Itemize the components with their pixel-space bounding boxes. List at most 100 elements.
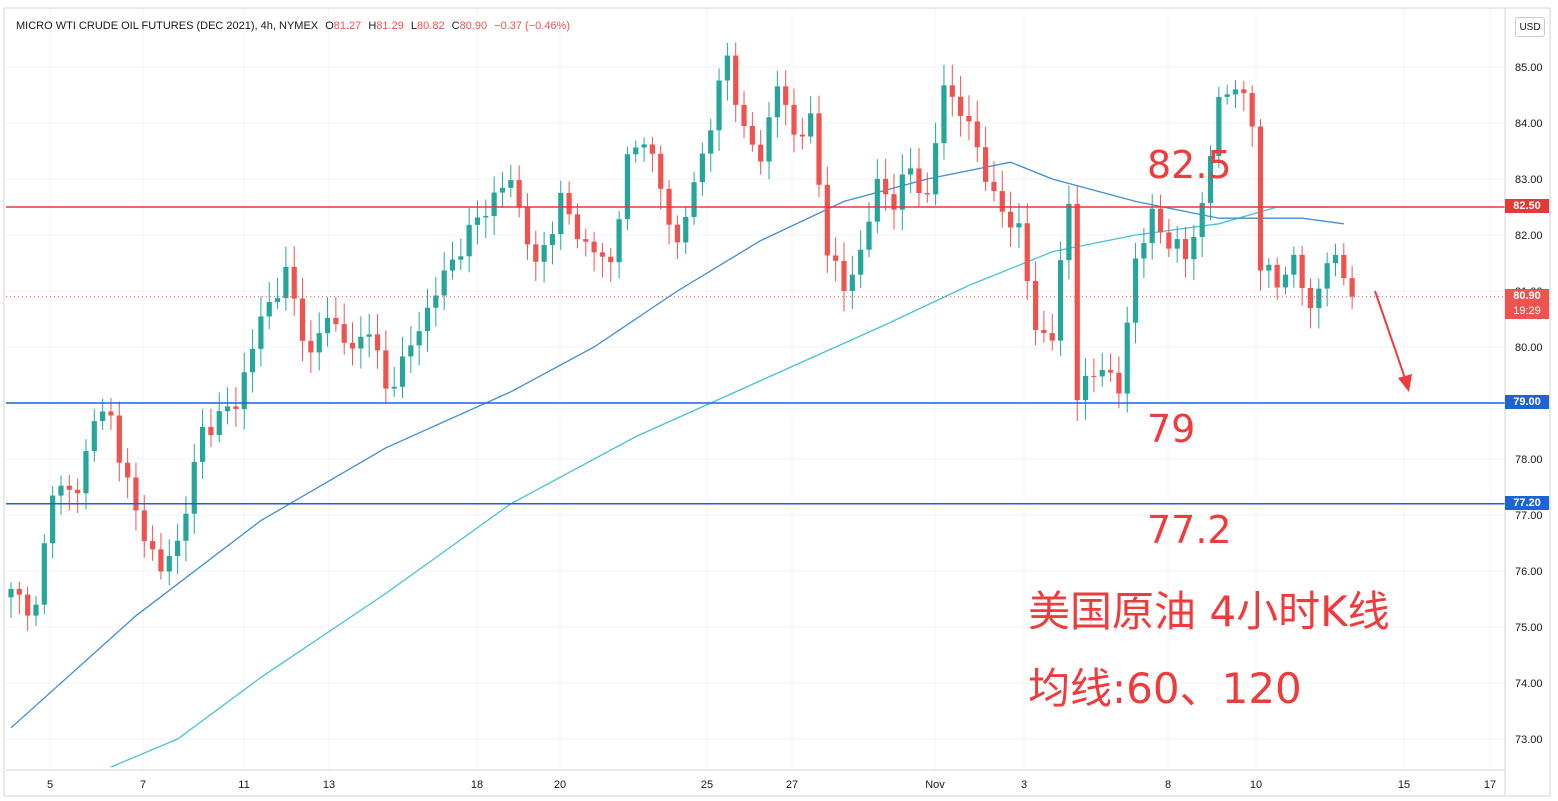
bar-countdown: 19:29 [1513, 305, 1541, 317]
chart-border [3, 7, 1551, 797]
candle-body [983, 147, 989, 182]
candle-body [958, 96, 964, 116]
candle-body [458, 256, 464, 260]
candle-body [558, 192, 564, 235]
candle-body [1241, 89, 1247, 94]
y-tick-label: 73.00 [1515, 734, 1543, 746]
change-value: −0.37 (−0.46%) [494, 20, 571, 32]
candle-body [441, 270, 447, 296]
candle-body [316, 333, 322, 353]
candle-body [41, 543, 47, 605]
candle-body [216, 411, 222, 436]
candle-body [1324, 263, 1330, 289]
candle-body [1057, 260, 1064, 341]
candle-body [791, 104, 797, 135]
y-tick-label: 76.00 [1515, 566, 1543, 578]
candle-body [874, 178, 880, 222]
currency-button[interactable]: USD [1515, 17, 1545, 37]
y-tick-label: 82.00 [1515, 230, 1543, 242]
candle-body [516, 180, 522, 208]
open-value: 81.27 [333, 20, 362, 32]
candle-body [549, 234, 556, 246]
support-price-tag-77: 77.20 [1505, 496, 1549, 510]
candle-body [349, 342, 356, 349]
candle-body [249, 348, 256, 373]
candle-body [466, 224, 472, 257]
candle-body [1249, 93, 1255, 127]
candle-body [1216, 96, 1222, 156]
x-tick-label: 7 [140, 779, 146, 791]
candle-body [1032, 280, 1039, 330]
x-tick-label: 10 [1250, 779, 1262, 791]
candle-body [483, 215, 489, 218]
plot-area [6, 8, 1505, 770]
candle-body [33, 604, 39, 616]
candle-body [416, 331, 422, 346]
candle-body [1049, 333, 1055, 341]
candle-body [899, 174, 905, 210]
candle-body [66, 485, 72, 490]
candle-body [891, 194, 897, 210]
close-key: C [451, 20, 460, 32]
candle-body [1316, 288, 1322, 309]
support-annotation-79: 79 [1147, 407, 1196, 451]
candle-body [849, 274, 855, 291]
y-tick-label: 83.00 [1515, 174, 1543, 186]
candle-body [608, 256, 614, 263]
candle-body [1091, 375, 1097, 377]
candle-body [1199, 203, 1205, 237]
candle-body [175, 540, 181, 557]
candle-body [116, 415, 122, 463]
candle-body [991, 181, 997, 192]
candle-body [166, 556, 172, 572]
candle-body [1174, 239, 1180, 249]
candle-body [941, 85, 947, 144]
candle-body [374, 334, 381, 351]
candle-body [774, 86, 780, 118]
symbol-title: MICRO WTI CRUDE OIL FUTURES (DEC 2021), … [16, 20, 319, 32]
candle-body [583, 239, 589, 242]
y-tick-label: 85.00 [1515, 62, 1543, 74]
candle-body [716, 80, 722, 131]
candle-body [1141, 243, 1147, 259]
candle-body [1132, 258, 1139, 323]
candle-body [58, 485, 64, 496]
candle-body [658, 153, 664, 189]
candle-body [1082, 375, 1089, 401]
down-arrow-head-icon [1398, 374, 1412, 392]
candle-body [1099, 369, 1105, 377]
candle-body [474, 217, 481, 225]
candle-body [949, 85, 955, 97]
candle-body [1041, 329, 1047, 334]
y-tick-label: 75.00 [1515, 622, 1543, 634]
candle-body [233, 406, 239, 410]
candle-body [75, 489, 81, 494]
ma120-line [110, 206, 1328, 768]
x-tick-label: 11 [238, 779, 249, 791]
candle-body [724, 55, 730, 81]
candle-body [799, 134, 805, 137]
high-key: H [368, 20, 377, 32]
candle-body [1016, 223, 1022, 228]
candle-body [1282, 274, 1289, 288]
candle-body [591, 241, 597, 253]
candle-body [933, 143, 939, 195]
candle-body [741, 104, 747, 127]
candle-body [408, 345, 414, 357]
candle-body [699, 153, 705, 183]
x-tick-label: 20 [554, 779, 566, 791]
y-tick-label: 84.00 [1515, 118, 1543, 130]
x-tick-label: 27 [786, 779, 798, 791]
candle-body [224, 406, 231, 412]
candle-body [108, 411, 114, 416]
candle-body [1149, 208, 1155, 244]
candle-body [1332, 254, 1339, 264]
candle-body [858, 249, 864, 275]
candle-body [624, 154, 631, 220]
candle-body [199, 426, 206, 462]
candle-body [391, 386, 397, 389]
candle-body [324, 317, 331, 334]
x-tick-label: 15 [1398, 779, 1410, 791]
